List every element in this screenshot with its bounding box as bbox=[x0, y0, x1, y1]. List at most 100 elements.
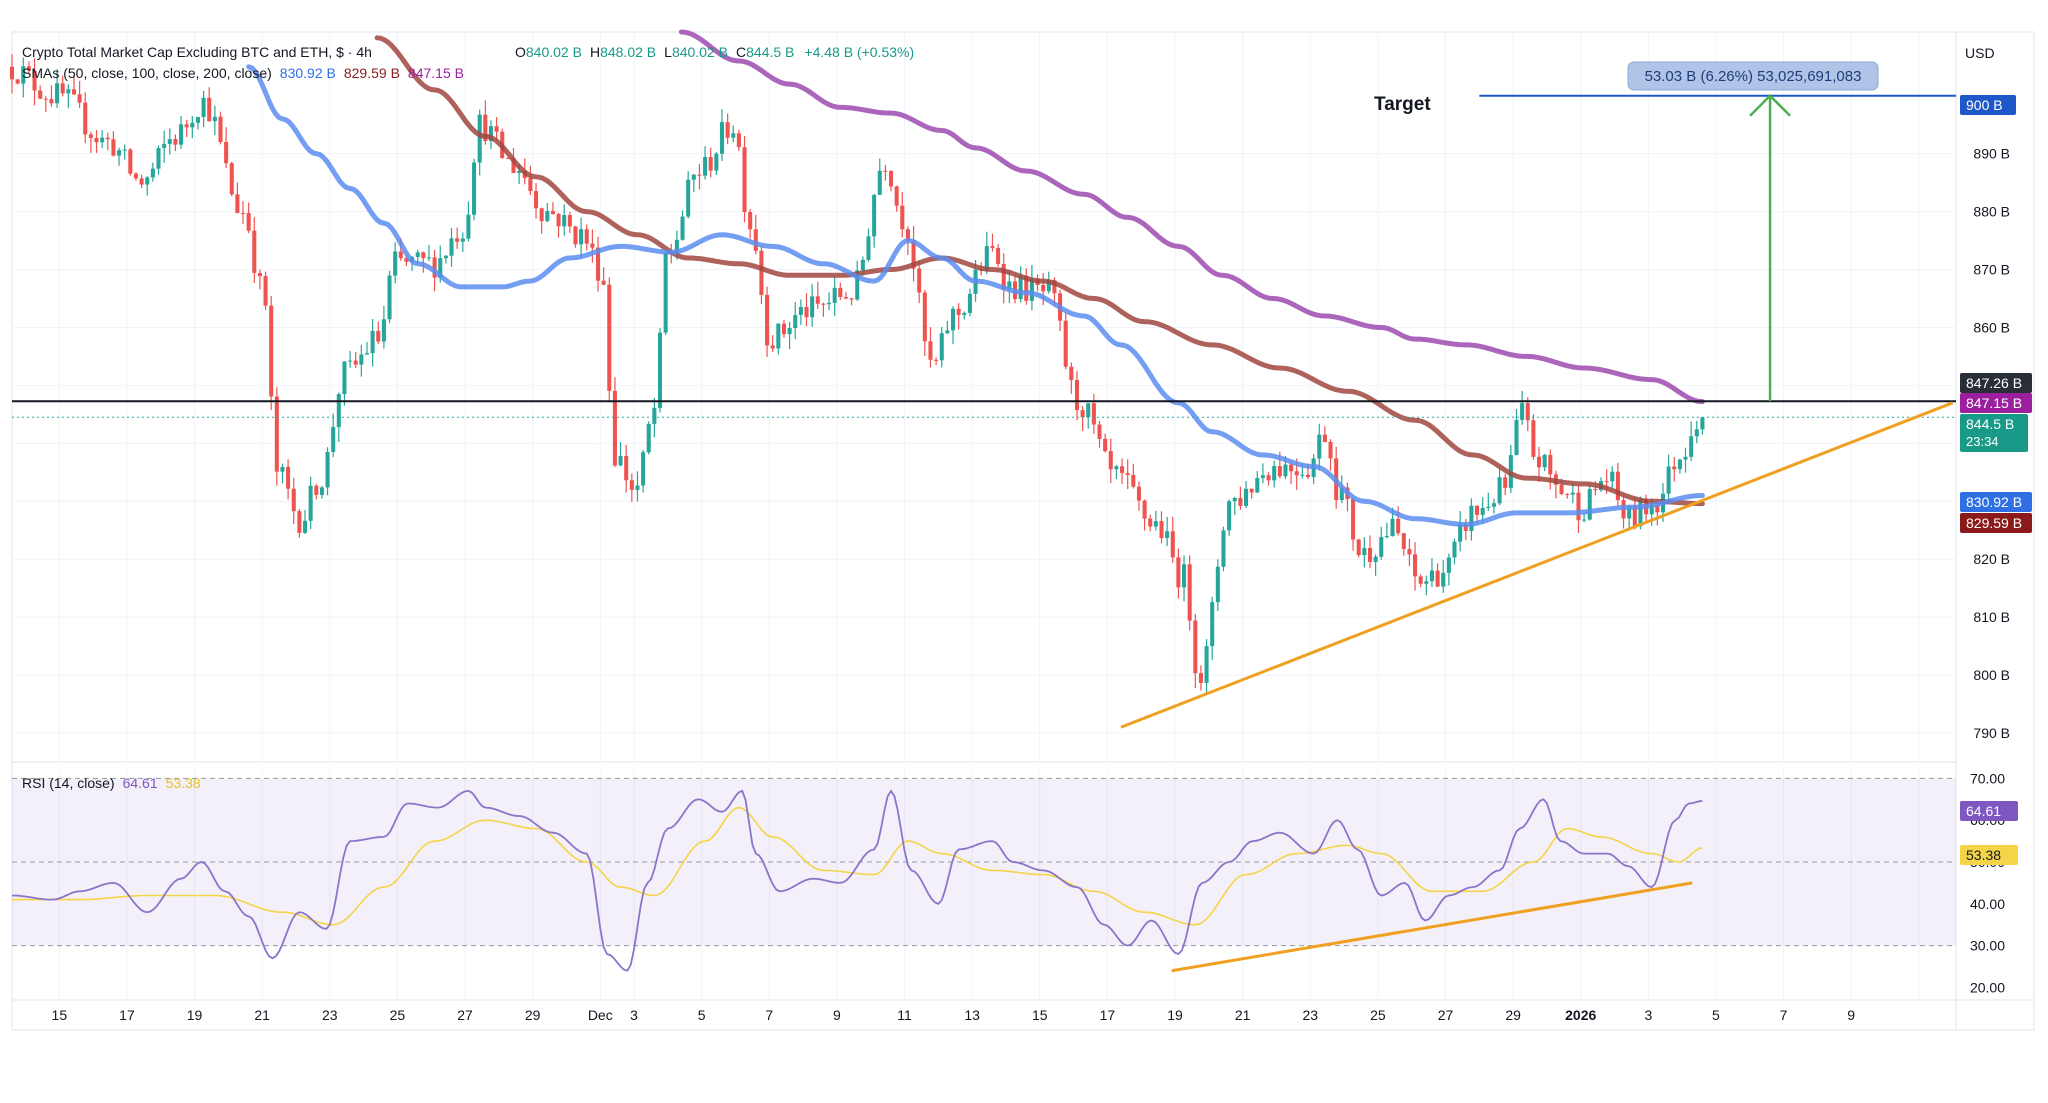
candle bbox=[218, 111, 223, 145]
candle bbox=[1007, 269, 1012, 303]
time-tick-label: 5 bbox=[1712, 1007, 1720, 1023]
candle bbox=[534, 183, 539, 219]
candle-body bbox=[1649, 504, 1654, 515]
measure-box[interactable]: 53.03 B (6.26%) 53,025,691,083 bbox=[1627, 61, 1879, 91]
candle-body bbox=[1525, 403, 1530, 421]
candle bbox=[804, 293, 809, 327]
time-tick-label: 19 bbox=[1167, 1007, 1183, 1023]
candle bbox=[900, 192, 905, 238]
candle bbox=[1503, 473, 1508, 496]
rsi-divergence-line[interactable] bbox=[1171, 881, 1693, 973]
candle bbox=[1221, 526, 1226, 572]
candle-body bbox=[534, 191, 539, 209]
measure-box-text: 53.03 B (6.26%) 53,025,691,083 bbox=[1645, 68, 1862, 85]
candle bbox=[618, 442, 623, 467]
candle bbox=[421, 251, 426, 273]
candle-body bbox=[1683, 456, 1688, 460]
candle-body bbox=[1204, 646, 1209, 683]
candle bbox=[302, 509, 308, 534]
candle bbox=[1255, 471, 1260, 494]
time-tick-label: 27 bbox=[1438, 1007, 1454, 1023]
candle-body bbox=[1452, 541, 1457, 558]
candle bbox=[1435, 563, 1440, 588]
candle bbox=[224, 127, 229, 169]
time-tick-label: 7 bbox=[1780, 1007, 1788, 1023]
sma-legend: SMAs (50, close, 100, close, 200, close)… bbox=[22, 65, 464, 81]
candle bbox=[753, 214, 758, 255]
candle bbox=[83, 92, 88, 144]
candle bbox=[996, 243, 1001, 267]
candle-body bbox=[1627, 505, 1632, 519]
candle-body bbox=[1570, 492, 1575, 495]
candle-body bbox=[517, 170, 522, 173]
candle bbox=[280, 463, 285, 484]
candle-body bbox=[1142, 500, 1147, 519]
candle bbox=[353, 352, 358, 369]
tag-last-price: 844.5 B 23:34 bbox=[1960, 414, 2028, 452]
ohlc-readout: O840.02 B H848.02 B L840.02 B C844.5 B +4.48… bbox=[515, 44, 914, 60]
tag-sma200-text: 847.15 B bbox=[1966, 395, 2022, 411]
candle bbox=[66, 84, 71, 109]
candle-body bbox=[900, 205, 905, 230]
time-tick-label: 13 bbox=[964, 1007, 980, 1023]
candle-body bbox=[945, 330, 950, 334]
candle-body bbox=[128, 149, 133, 174]
candle bbox=[1429, 558, 1434, 588]
candle-body bbox=[105, 137, 110, 140]
candle-body bbox=[793, 314, 798, 328]
candle-body bbox=[646, 423, 651, 453]
candle-body bbox=[950, 308, 956, 331]
candle-body bbox=[1227, 501, 1232, 531]
candle-body bbox=[269, 305, 274, 397]
candle-body bbox=[1001, 264, 1006, 290]
candle bbox=[60, 75, 65, 97]
candle bbox=[877, 158, 882, 195]
candle-body bbox=[1103, 438, 1108, 452]
candle-body bbox=[297, 511, 302, 533]
rsi-legend: RSI (14, close) 64.61 53.38 bbox=[22, 775, 201, 791]
candle bbox=[1458, 511, 1463, 552]
candle bbox=[1232, 496, 1237, 515]
rsi-tick-label: 20.00 bbox=[1970, 979, 2005, 995]
candle-body bbox=[1407, 549, 1412, 555]
candle-body bbox=[426, 257, 432, 259]
candle-body bbox=[996, 247, 1001, 265]
candle bbox=[1396, 506, 1401, 536]
candle-body bbox=[1615, 471, 1620, 501]
candle bbox=[156, 145, 161, 175]
candle-body bbox=[1458, 523, 1463, 542]
candle bbox=[1198, 665, 1203, 691]
candle bbox=[1587, 483, 1592, 521]
candle bbox=[691, 173, 696, 193]
candle bbox=[1582, 512, 1587, 523]
candles[interactable] bbox=[9, 54, 1705, 695]
candle-body bbox=[291, 488, 296, 512]
candle bbox=[590, 229, 595, 263]
candle-body bbox=[815, 296, 820, 304]
currency-label[interactable]: USD bbox=[1965, 45, 1995, 61]
candle bbox=[88, 131, 93, 153]
candle bbox=[1063, 312, 1068, 370]
time-axis[interactable]: 15 17 19 21 23 25 27 29 Dec 3 5 7 9 11 13 15 17 19 21 23 25 2… bbox=[52, 1007, 1856, 1023]
candle-body bbox=[708, 157, 713, 171]
candle-body bbox=[1384, 535, 1389, 538]
candle bbox=[770, 335, 775, 352]
candle-body bbox=[449, 238, 454, 256]
candle bbox=[1542, 453, 1547, 472]
candle-body bbox=[505, 158, 510, 160]
measure-arrow[interactable] bbox=[1749, 93, 1791, 402]
candle-body bbox=[252, 230, 257, 273]
candle bbox=[1413, 542, 1418, 591]
rsi-tick-label: 30.00 bbox=[1970, 938, 2005, 954]
rsi-band bbox=[12, 777, 1956, 947]
candle-body bbox=[1373, 556, 1378, 562]
candle bbox=[43, 96, 48, 113]
candle-body bbox=[1091, 403, 1096, 425]
ascending-trendline[interactable] bbox=[1120, 401, 1954, 729]
candle-body bbox=[263, 276, 268, 306]
candle-body bbox=[1548, 454, 1553, 475]
candle-body bbox=[618, 456, 623, 466]
candle-body bbox=[590, 243, 595, 248]
candle bbox=[505, 157, 510, 160]
